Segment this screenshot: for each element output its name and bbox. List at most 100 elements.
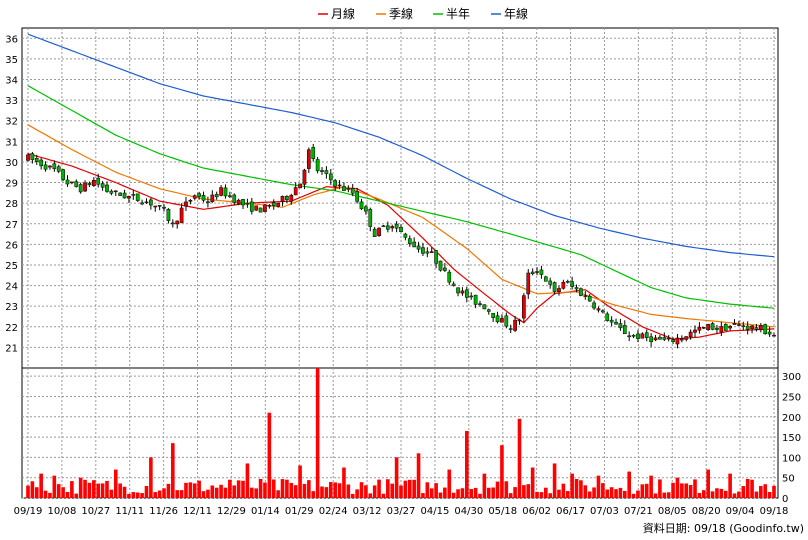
candle-body	[662, 337, 667, 340]
candle-body	[381, 225, 386, 228]
candle-body	[504, 315, 509, 327]
volume-bar	[166, 483, 171, 498]
candle-body	[570, 281, 574, 287]
volume-bar	[87, 482, 92, 498]
legend: 月線 季線 半年 年線	[318, 6, 528, 21]
candle-body	[359, 201, 364, 210]
volume-bar	[662, 492, 667, 498]
volume-bar	[131, 492, 136, 498]
candle-body	[122, 192, 127, 199]
candle-body	[100, 183, 105, 188]
volume-bar	[311, 491, 316, 498]
volume-bar	[280, 479, 285, 498]
candle-body	[618, 323, 623, 329]
candle-body	[228, 195, 232, 197]
volume-bar	[171, 443, 175, 498]
candle-body	[772, 334, 776, 337]
candle-body	[245, 203, 250, 205]
date-tick-label: 10/08	[47, 506, 76, 517]
volume-bar	[425, 482, 430, 498]
candle-body	[144, 201, 149, 204]
candle-body	[601, 310, 605, 313]
date-tick-label: 12/11	[183, 506, 212, 517]
volume-bar	[451, 492, 456, 498]
date-tick-label: 09/18	[760, 506, 789, 517]
volume-bar	[627, 471, 631, 498]
candle-body	[737, 324, 741, 326]
volume-bar	[214, 487, 219, 498]
candle-body	[118, 192, 123, 196]
volume-bar	[517, 418, 522, 498]
volume-bar	[232, 485, 237, 498]
volume-bar	[293, 485, 298, 498]
candle-body	[179, 207, 184, 224]
volume-bar	[65, 491, 70, 498]
candle-body	[83, 182, 87, 192]
candle-body	[732, 322, 737, 325]
candle-body	[285, 196, 289, 200]
date-tick-label: 06/02	[522, 506, 551, 517]
legend-label: 月線	[331, 6, 355, 21]
candle-body	[508, 328, 513, 330]
candle-body	[723, 323, 728, 331]
volume-bars	[26, 368, 776, 498]
volume-bar	[197, 480, 201, 498]
candle-body	[688, 331, 693, 338]
volume-bar	[574, 478, 579, 498]
candle-body	[464, 289, 469, 298]
volume-bar	[741, 486, 746, 498]
volume-bar	[96, 483, 101, 498]
date-tick-label: 04/30	[454, 506, 483, 517]
volume-bar	[614, 489, 618, 498]
candle-body	[719, 326, 724, 333]
volume-bar	[127, 493, 131, 498]
price-tick-label: 28	[5, 199, 18, 210]
volume-bar	[381, 493, 386, 498]
candle-body	[706, 324, 711, 330]
volume-bar	[223, 487, 228, 498]
candle-body	[91, 180, 96, 186]
volume-panel	[21, 367, 779, 499]
candle-body	[210, 194, 215, 203]
candle-body	[421, 247, 425, 254]
volume-bar	[557, 489, 561, 498]
candle-body	[701, 326, 706, 329]
price-tick-label: 27	[5, 220, 18, 231]
candle-body	[30, 153, 35, 160]
candle-body	[258, 207, 263, 213]
volume-bar	[342, 467, 346, 498]
date-tick-label: 05/18	[488, 506, 517, 517]
candle-body	[320, 170, 324, 172]
candle-body	[302, 169, 307, 185]
candle-body	[56, 166, 61, 172]
candle-body	[653, 337, 658, 341]
candle-body	[70, 181, 74, 184]
price-tick-label: 35	[5, 55, 18, 66]
volume-bar	[105, 480, 109, 498]
volume-bar	[315, 368, 320, 498]
candle-body	[78, 184, 83, 193]
candle-body	[539, 269, 544, 275]
volume-bar	[754, 491, 759, 498]
candle-body	[609, 319, 614, 323]
candle-body	[263, 204, 267, 212]
date-tick-label: 06/17	[556, 506, 585, 517]
candle-body	[412, 241, 417, 248]
volume-bar	[201, 491, 206, 498]
candle-body	[289, 194, 294, 202]
candle-body	[605, 313, 610, 321]
volume-bar	[508, 493, 513, 498]
candle-body	[416, 245, 421, 250]
date-tick-label: 01/29	[285, 506, 314, 517]
candle-body	[61, 169, 65, 180]
volume-bar	[544, 487, 548, 498]
candle-body	[219, 187, 223, 196]
volume-axis: 0 50 100 150 200 250 300	[782, 372, 801, 505]
candle-body	[267, 205, 272, 207]
candle-body	[87, 183, 92, 186]
candle-body	[728, 326, 732, 329]
volume-bar	[715, 488, 719, 498]
candle-body	[671, 339, 675, 342]
candle-body	[364, 206, 368, 212]
